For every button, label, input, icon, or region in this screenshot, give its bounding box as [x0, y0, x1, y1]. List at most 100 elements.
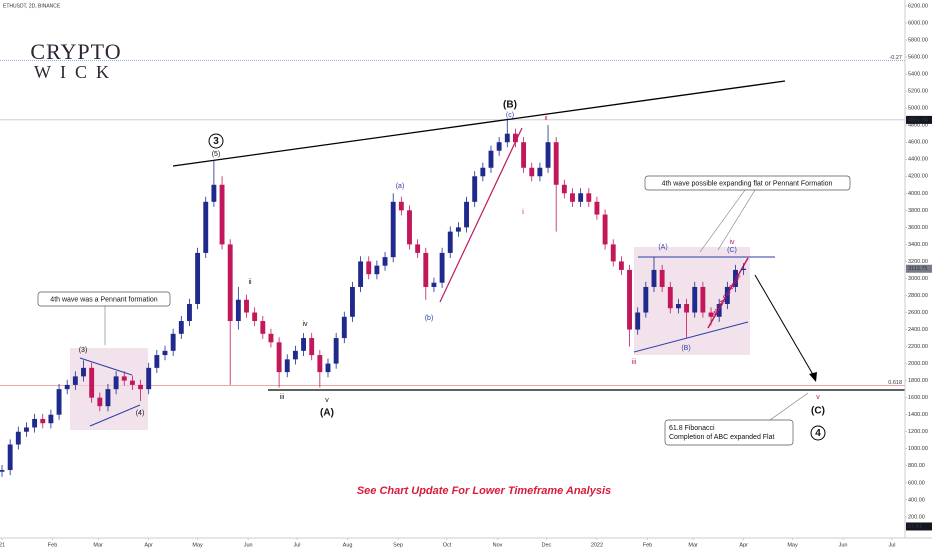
candle-body	[366, 261, 372, 275]
wave-label: ii	[248, 279, 252, 286]
y-tick-label: 3200.00	[908, 259, 928, 265]
x-tick-label: Feb	[48, 542, 57, 548]
candle-body	[464, 201, 469, 228]
candle-body	[659, 269, 665, 287]
candle-body	[72, 376, 78, 385]
candle-body	[333, 338, 339, 364]
price-label: 87.41	[908, 524, 922, 530]
x-tick-label: Aug	[343, 542, 353, 548]
y-tick-label: 1000.00	[908, 446, 928, 452]
wave-label: 4	[815, 428, 821, 439]
wave-label: (B)	[681, 345, 690, 352]
candle-body	[0, 470, 5, 472]
y-tick-label: 1600.00	[908, 395, 928, 401]
wave-label: (4)	[136, 410, 145, 417]
x-tick-label: Jun	[244, 542, 253, 548]
candle-body	[700, 286, 706, 313]
candle-body	[154, 355, 160, 368]
candle-body	[138, 384, 143, 390]
candle-body	[24, 427, 29, 432]
x-tick-label: Apr	[144, 542, 153, 548]
candle-body	[162, 350, 168, 356]
candle-body	[284, 359, 290, 373]
y-tick-label: 400.00	[908, 497, 925, 503]
candle-body	[415, 244, 421, 253]
candle-body	[602, 214, 608, 245]
wave-label: (c)	[506, 112, 514, 119]
y-tick-label: 2000.00	[908, 361, 928, 367]
y-tick-label: 6000.00	[908, 20, 928, 26]
y-tick-label: 4000.00	[908, 191, 928, 197]
y-tick-label: 2400.00	[908, 327, 928, 333]
candle-body	[48, 414, 54, 424]
price-box	[906, 264, 932, 273]
candle-body	[724, 286, 730, 304]
callout-text: 4th wave possible expanding flat or Penn…	[662, 180, 833, 187]
x-tick-label: May	[192, 542, 203, 548]
y-tick-label: 5600.00	[908, 55, 928, 61]
x-tick-label: Jul	[888, 542, 895, 548]
candle-body	[292, 350, 298, 360]
y-tick-label: 1800.00	[908, 378, 928, 384]
x-tick-label: Jun	[839, 542, 848, 548]
candle-body	[15, 431, 21, 445]
candles	[0, 119, 747, 477]
candle-body	[529, 167, 535, 177]
candle-body	[244, 299, 249, 313]
logo: CRYPTO	[30, 39, 121, 64]
wave-label: (a)	[396, 183, 405, 190]
candle-body	[570, 193, 575, 202]
x-tick-label: Oct	[443, 542, 452, 548]
candle-body	[170, 333, 176, 351]
price-box	[906, 115, 932, 124]
candle-body	[439, 252, 445, 283]
callout-text: 61.8 Fibonacci	[669, 425, 715, 432]
candle-body	[684, 303, 690, 313]
candle-body	[89, 367, 95, 398]
candle-body	[358, 261, 364, 287]
candle-body	[350, 286, 355, 317]
wave-label: iii	[632, 359, 637, 366]
price-label: 4861.94	[908, 117, 928, 123]
y-tick-label: 5400.00	[908, 72, 928, 78]
candle-body	[390, 201, 396, 258]
wave-label: iv	[729, 239, 735, 246]
callout-box	[664, 419, 794, 446]
candle-body	[374, 265, 380, 275]
candle-body	[545, 142, 551, 168]
logo: WICK	[34, 62, 118, 82]
annotations: ETHUSDT, 2D, BINANCE CRYPTO WICK 3 (5) (…	[3, 3, 833, 497]
candle-body	[407, 210, 412, 245]
candle-body	[667, 286, 673, 309]
candle-body	[64, 384, 70, 390]
candle-body	[610, 244, 616, 262]
candle-body	[341, 316, 347, 339]
y-tick-label: 800.00	[908, 463, 925, 469]
candle-body	[512, 133, 518, 143]
candle-body	[708, 312, 714, 317]
wave-label: (5)	[212, 151, 221, 158]
callout-text: 4th wave was a Pennant formation	[50, 296, 158, 303]
candle-body	[398, 201, 404, 211]
price-box	[906, 522, 932, 531]
candle-body	[578, 193, 584, 202]
y-tick-label: 6200.00	[908, 3, 928, 9]
candle-body	[187, 303, 192, 322]
candle-body	[716, 303, 722, 317]
y-tick-label: 4600.00	[908, 140, 928, 146]
candle-body	[32, 418, 38, 428]
x-tick-label: Feb	[643, 542, 652, 548]
wave-label: v	[816, 394, 820, 401]
axes: 200.00 400.00 600.00 800.00 1000.00 1200.00 14…	[0, 3, 932, 548]
candle-body	[56, 389, 62, 415]
candle-body	[651, 269, 657, 287]
candle-body	[733, 269, 738, 287]
y-tick-label: 4400.00	[908, 157, 928, 163]
candle-body	[325, 363, 331, 373]
candle-body	[211, 184, 217, 202]
fib-label: 0.618	[888, 380, 902, 386]
candle-body	[203, 201, 209, 253]
candle-body	[447, 231, 453, 253]
